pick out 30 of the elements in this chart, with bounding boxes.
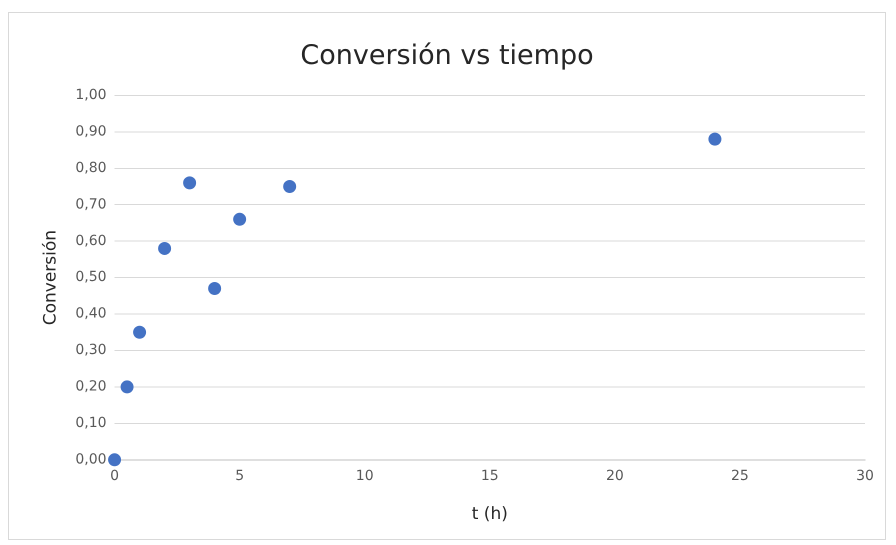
point <box>208 282 222 296</box>
point <box>108 453 122 466</box>
point <box>708 132 722 146</box>
y-tick-label: 0,40 <box>75 306 107 322</box>
y-tick-label: 0,20 <box>75 378 107 395</box>
x-tick-label: 20 <box>606 468 624 484</box>
x-tick-label: 15 <box>480 468 499 484</box>
y-axis-title: Conversión <box>40 230 61 326</box>
y-tick-label: 0,90 <box>75 123 107 140</box>
y-tick-label: 0,00 <box>75 451 107 468</box>
x-tick-label: 10 <box>356 468 374 484</box>
y-tick-label: 0,80 <box>75 160 107 176</box>
point <box>233 212 246 226</box>
x-tick-label: 5 <box>235 468 244 484</box>
y-tick-label: 0,70 <box>75 196 107 212</box>
y-tick-label: 0,10 <box>75 415 107 431</box>
y-tick-label: 1,00 <box>75 87 107 104</box>
point <box>120 380 134 394</box>
point <box>133 326 146 339</box>
point <box>158 242 172 255</box>
x-tick-label: 25 <box>731 468 749 484</box>
x-axis-title: t (h) <box>472 504 508 524</box>
x-tick-label: 30 <box>856 468 874 484</box>
point <box>183 176 196 190</box>
y-tick-label: 0,60 <box>75 232 107 249</box>
x-tick-label: 0 <box>110 468 120 484</box>
y-tick-label: 0,50 <box>75 269 107 286</box>
y-tick-label: 0,30 <box>75 342 107 358</box>
chart-title: Conversión vs tiempo <box>300 40 594 72</box>
point <box>283 180 296 193</box>
